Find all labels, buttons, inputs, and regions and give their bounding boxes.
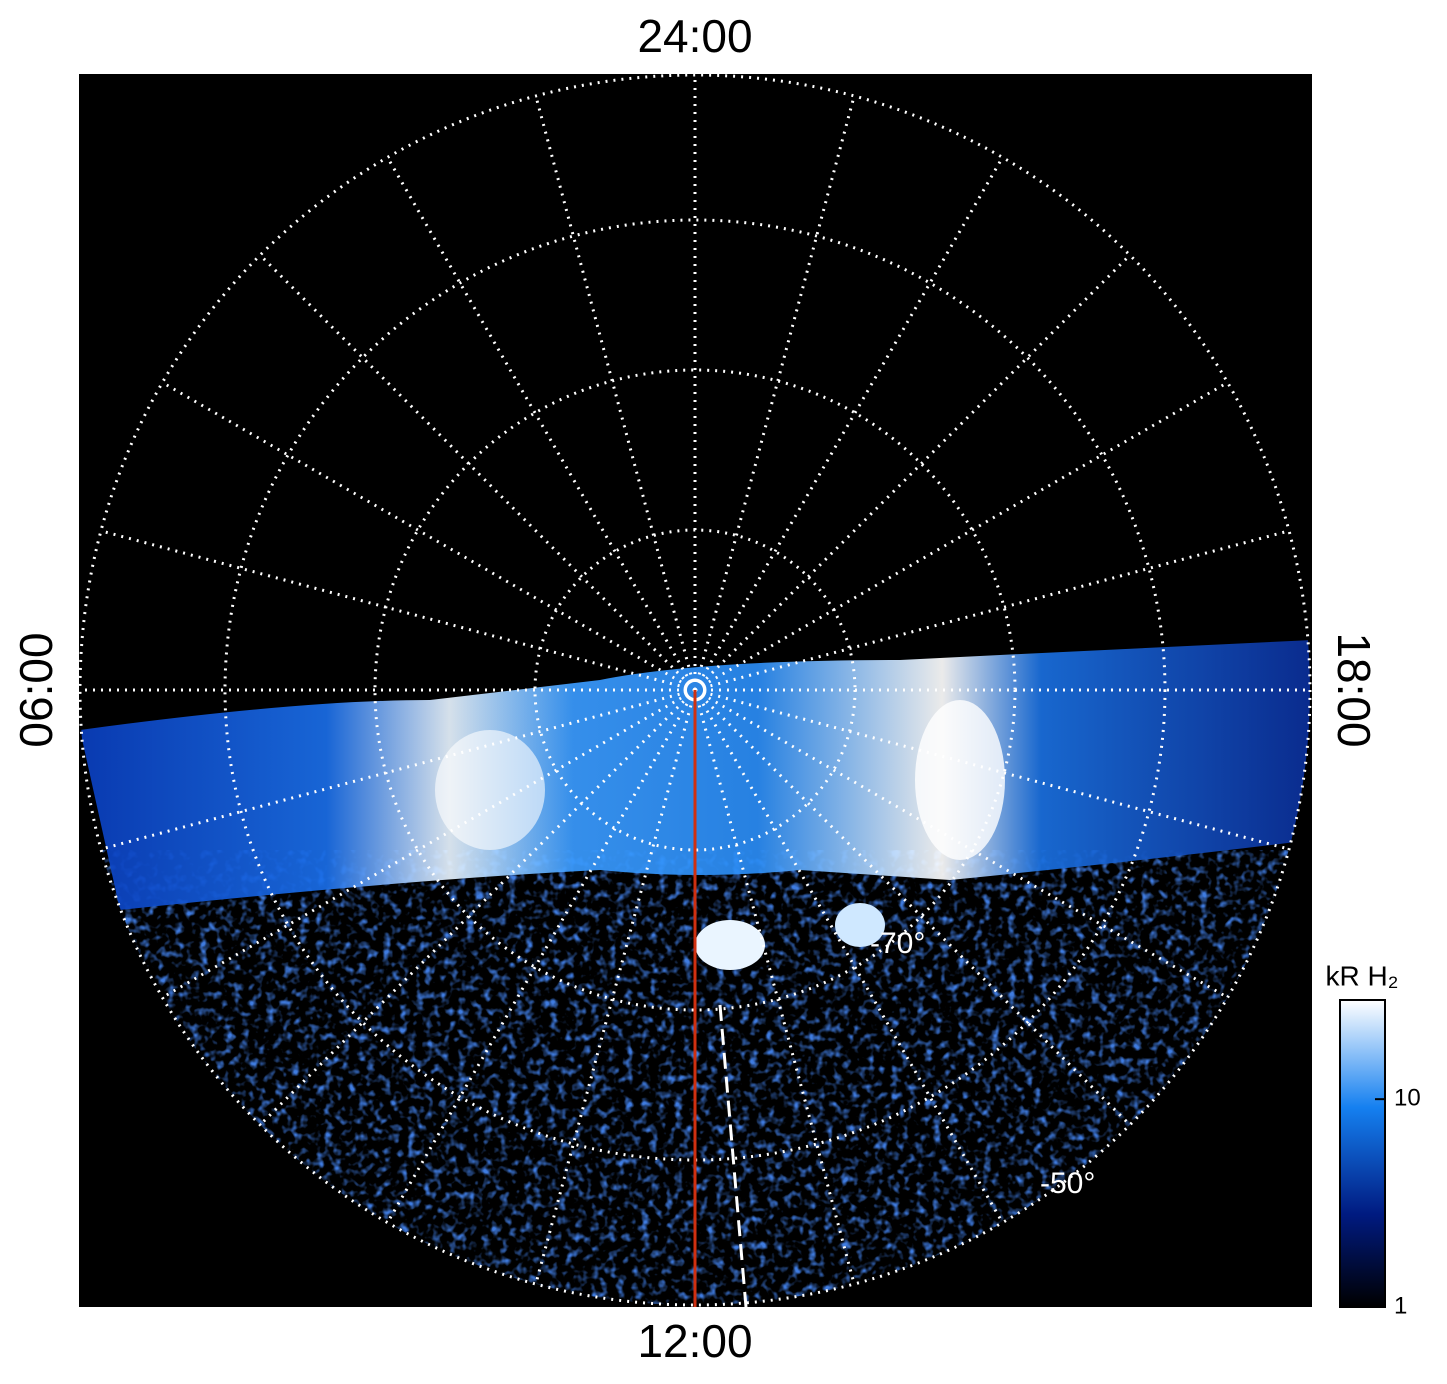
grid-meridian [694,688,1229,999]
dashed-line [718,1004,748,1308]
grid-meridian [386,689,697,1224]
grid-circle [223,218,1167,1162]
latitude-label: -50° [1040,1167,1095,1200]
colorbar-tick-label: 1 [1394,1292,1407,1319]
grid-meridian [386,156,697,691]
grid-meridian [259,688,697,1126]
grid-meridian [693,254,1131,692]
grid-meridian [259,254,697,692]
grid-meridian [693,156,1004,691]
time-label: 24:00 [637,10,752,62]
colorbar: kR H₂ 1 10 [1325,960,1420,1319]
time-label: 18:00 [1328,632,1380,747]
grid-meridian [161,381,696,692]
grid-meridian [534,95,697,691]
spot [695,920,765,970]
time-label: 06:00 [10,632,62,747]
grid-meridian [693,689,1004,1224]
colorbar-tick-label: 10 [1394,1085,1421,1112]
grid-meridian [100,529,696,692]
grid-meridian [694,688,1290,851]
spot [435,730,545,850]
grid-meridian [693,689,856,1285]
grid-meridian [694,529,1290,692]
latitude-label: -70° [870,927,925,960]
grid-meridian [161,688,696,999]
grid-meridian [694,381,1229,692]
grid-meridian [693,95,856,691]
grid-meridian [693,688,1131,1126]
time-label: 12:00 [637,1315,752,1367]
grid-circle [79,74,1312,1307]
grid-meridian [100,688,696,851]
colorbar-label: kR H₂ [1325,960,1398,991]
spot [835,903,885,947]
colorbar-scale [1339,999,1386,1308]
image: -70° -50° [79,74,1312,1308]
grid [79,74,1312,1307]
spot [915,700,1005,860]
grid-meridian [534,689,697,1285]
